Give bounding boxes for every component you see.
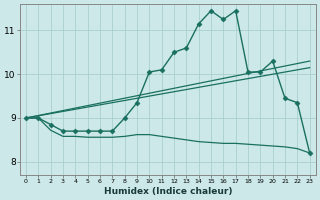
X-axis label: Humidex (Indice chaleur): Humidex (Indice chaleur) xyxy=(104,187,232,196)
